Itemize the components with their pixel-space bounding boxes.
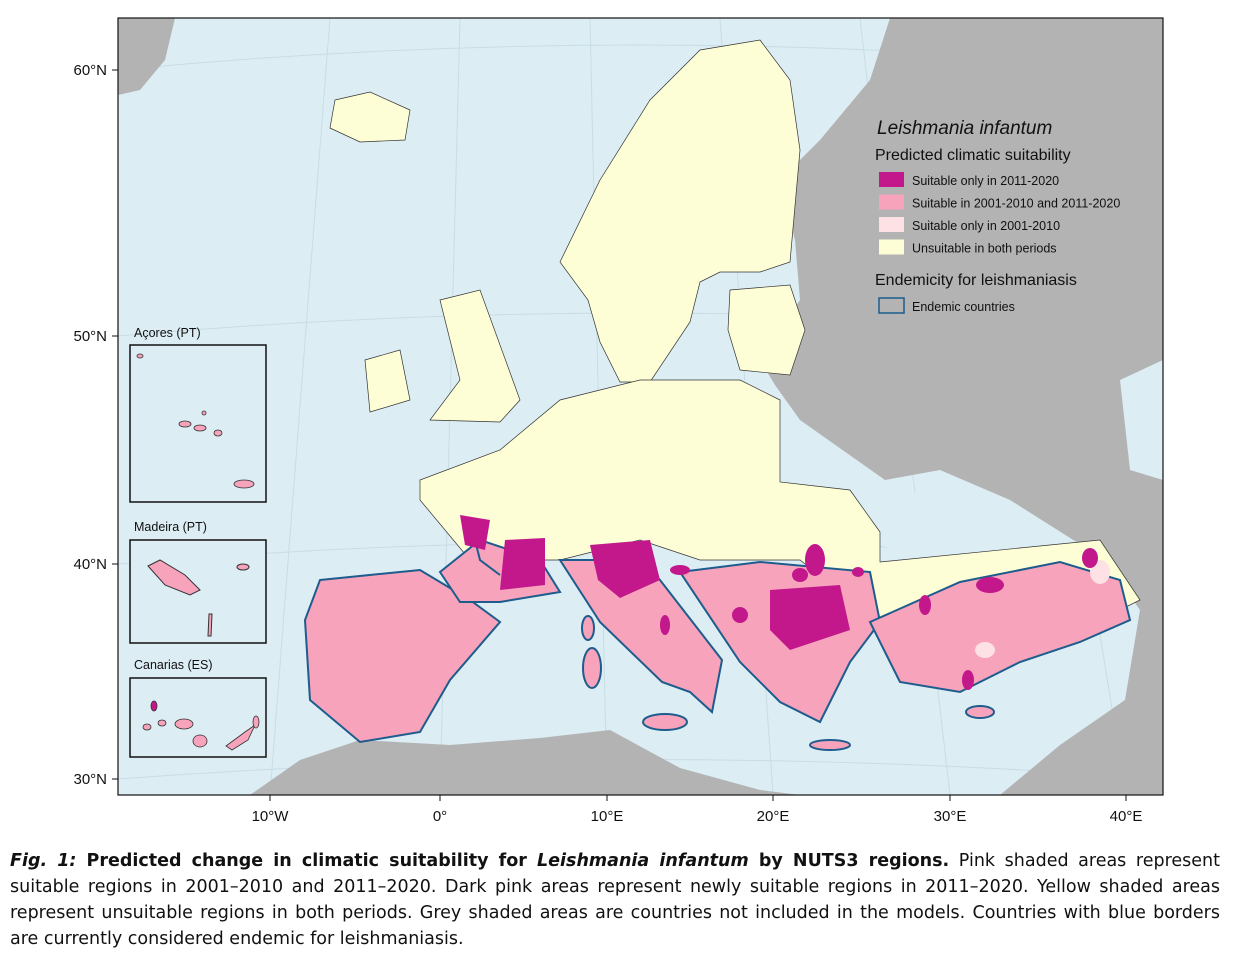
lat-label: 30°N: [73, 771, 107, 788]
figure-caption: Fig. 1: Predicted change in climatic sui…: [10, 848, 1220, 952]
lat-label: 60°N: [73, 62, 107, 79]
inset-label: Canarias (ES): [134, 658, 213, 672]
lon-label: 30°E: [934, 808, 967, 825]
madeira: [147, 559, 201, 596]
eastern-countries: [760, 18, 1163, 795]
legend-label: Suitable only in 2001-2010: [912, 219, 1060, 233]
caption-species: Leishmania infantum: [537, 851, 749, 871]
newly-suitable-areas: [460, 515, 1098, 690]
inset-label: Madeira (PT): [134, 520, 207, 534]
canaries: [142, 700, 260, 751]
lat-label: 50°N: [73, 328, 107, 345]
caption-text: Pink shaded areas represent suitable reg…: [10, 851, 1220, 949]
map-figure: 60°N 50°N 40°N 30°N 10°W 0° 10°E 20°E 30…: [73, 17, 1164, 825]
caption-title: by NUTS3 regions.: [748, 851, 950, 871]
caspian-sea: [1120, 360, 1163, 480]
legend-subtitle: Endemicity for leishmaniasis: [875, 272, 1077, 289]
latitude-axis: 60°N 50°N 40°N 30°N: [73, 62, 118, 788]
caption-label: Fig. 1:: [10, 851, 77, 871]
legend-label: Suitable only in 2011-2020: [912, 174, 1059, 188]
legend-label: Suitable in 2001-2010 and 2011-2020: [912, 197, 1120, 211]
inset-frame: [129, 344, 267, 503]
lat-label: 40°N: [73, 556, 107, 573]
legend-swatch: [879, 217, 904, 232]
legend-subtitle: Predicted climatic suitability: [875, 147, 1071, 164]
map-frame: [117, 17, 1164, 796]
lon-label: 10°E: [591, 808, 624, 825]
insets: Açores (PT) Madeira (PT) Canarias (ES): [129, 326, 267, 758]
north-africa: [250, 730, 800, 795]
lon-label: 0°: [433, 808, 447, 825]
lon-label: 10°W: [252, 808, 290, 825]
legend-items: Suitable only in 2011-2020 Suitable in 20…: [879, 172, 1120, 256]
map-body: [118, 18, 1163, 795]
legend-title: Leishmania infantum: [877, 118, 1052, 139]
legend: Leishmania infantum Predicted climatic s…: [875, 118, 1120, 314]
greenland: [118, 18, 175, 95]
azores: [136, 353, 255, 489]
inset-label: Açores (PT): [134, 326, 201, 340]
legend-swatch: [878, 297, 905, 314]
legend-label: Unsuitable in both periods: [912, 242, 1057, 256]
longitude-axis: 10°W 0° 10°E 20°E 30°E 40°E: [252, 795, 1143, 825]
legend-label: Endemic countries: [912, 300, 1015, 314]
legend-swatch: [879, 194, 904, 210]
black-sea: [880, 490, 1040, 560]
caption-title: Predicted change in climatic suitability…: [76, 851, 538, 871]
lon-label: 20°E: [757, 808, 790, 825]
legend-swatch: [879, 172, 904, 187]
light-pink-area: [1090, 560, 1110, 584]
legend-swatch: [879, 239, 904, 255]
desertas: [207, 613, 213, 637]
light-pink-area: [975, 642, 995, 658]
lon-label: 40°E: [1110, 808, 1143, 825]
porto-santo: [236, 563, 250, 571]
